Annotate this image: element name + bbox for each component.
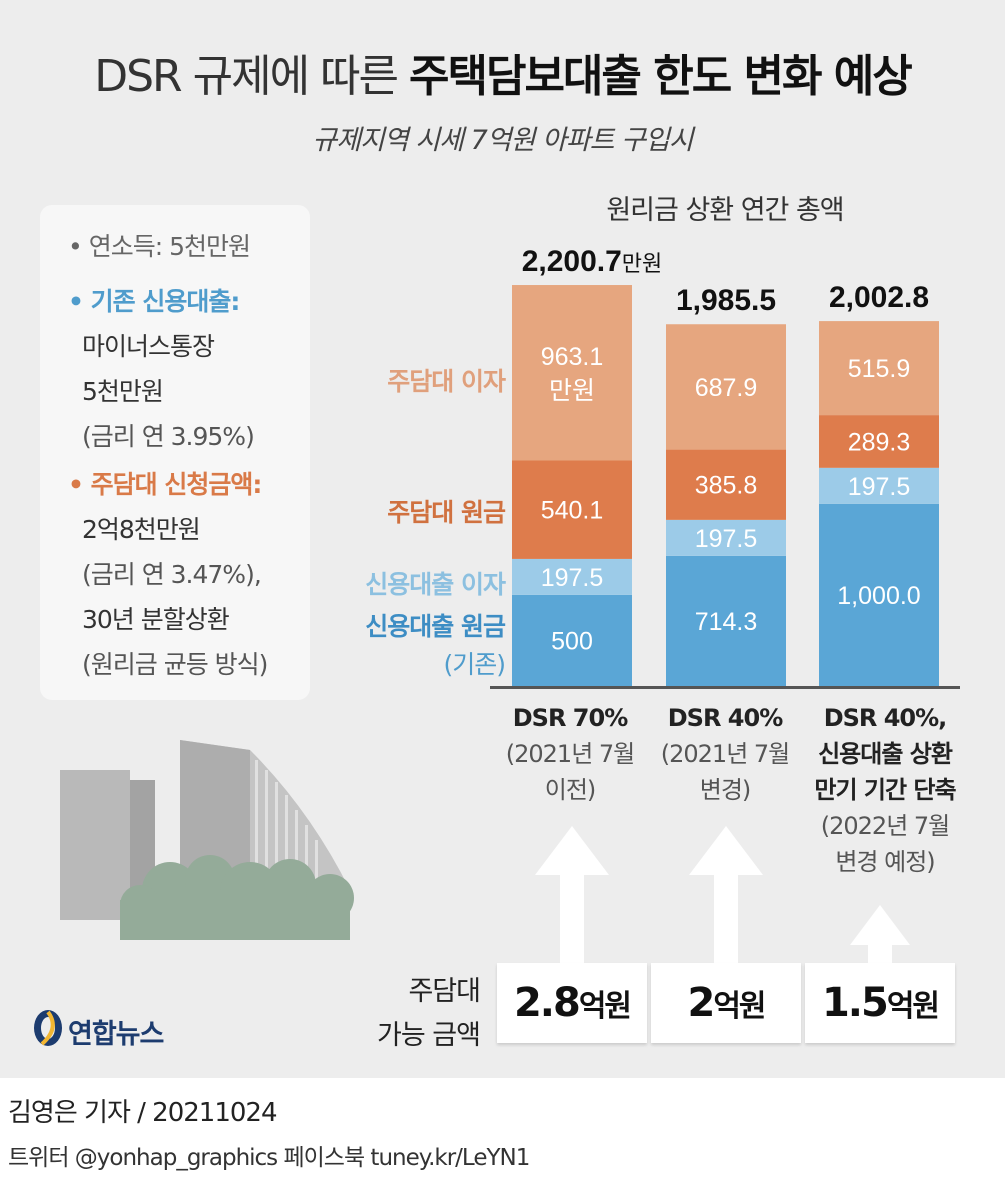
title-bold: 주택담보대출 한도 변화 예상 <box>409 51 913 102</box>
bar-1-series-4 <box>512 285 632 461</box>
cond-credit-2: 5천만원 <box>82 377 164 406</box>
bar-2-series-4 <box>666 324 786 450</box>
axis-3-main1: DSR 40%, <box>823 704 948 732</box>
stacked-bar-chart: 500197.5540.1963.1만원2,200.7만원714.3197.53… <box>490 245 960 689</box>
chart-title: 원리금 상환 연간 총액 <box>606 195 844 226</box>
value-label-1-3: 540.1 <box>541 497 604 525</box>
axis-2-note2: 변경) <box>699 776 752 804</box>
axis-label-2: DSR 40% (2021년 7월 변경) <box>645 700 805 808</box>
value-label-1-4: 963.1 <box>541 343 604 371</box>
value-label-2-1: 714.3 <box>695 608 758 636</box>
amount-3-unit: 억원 <box>886 989 940 1024</box>
bar-2-series-3 <box>666 449 786 520</box>
bar-3-series-2 <box>819 467 939 504</box>
axis-3-note1: (2022년 7월 <box>820 812 951 840</box>
total-unit: 만원 <box>622 251 662 276</box>
bar-3-series-3 <box>819 415 939 468</box>
legend-credit-principal: 신용대출 원금 <box>365 612 506 641</box>
bar-3-series-4 <box>819 321 939 416</box>
trees <box>120 855 354 940</box>
amount-2-unit: 억원 <box>713 989 766 1024</box>
up-arrow-1 <box>535 826 609 965</box>
footer: 김영은 기자 / 20211024 트위터 @yonhap_graphics 페… <box>0 1078 1005 1183</box>
value-label-2-2: 197.5 <box>695 525 758 553</box>
amount-box-3: 1.5 억원 <box>805 963 955 1043</box>
title-light: DSR 규제에 따른 <box>94 51 399 102</box>
value-label-3-2: 197.5 <box>848 473 911 501</box>
cond-mortgage-head: • 주담대 신청금액: <box>68 470 262 499</box>
amount-1-num: 2.8 <box>513 980 581 1026</box>
axis-1-note2: 이전) <box>544 776 597 804</box>
value-label-1-1: 500 <box>551 627 593 655</box>
cond-mortgage-1: 2억8천만원 <box>82 515 201 544</box>
cond-income: • 연소득: 5천만원 <box>68 232 251 261</box>
axis-1-note1: (2021년 7월 <box>505 740 636 768</box>
value-label-3-1: 1,000.0 <box>837 582 920 610</box>
value-label-3-3: 289.3 <box>848 428 911 456</box>
value-unit-label: 만원 <box>549 377 595 405</box>
up-arrow-2 <box>689 826 763 965</box>
conditions-box: • 연소득: 5천만원 • 기존 신용대출: 마이너스통장 5천만원 (금리 연… <box>40 205 310 700</box>
axis-label-1: DSR 70% (2021년 7월 이전) <box>490 700 650 808</box>
cond-credit-head: • 기존 신용대출: <box>68 287 240 316</box>
cond-mortgage-4: (원리금 균등 방식) <box>82 650 268 679</box>
amount-label: 주담대 가능 금액 <box>350 970 481 1058</box>
bar-1-series-2 <box>512 558 632 595</box>
up-arrow-3 <box>850 905 910 965</box>
axis-3-main2: 신용대출 상환 <box>818 740 953 768</box>
cond-credit-1: 마이너스통장 <box>82 332 215 361</box>
legend-credit-principal-note: (기존) <box>443 650 506 679</box>
value-label-3-4: 515.9 <box>848 355 911 383</box>
baseline <box>490 686 960 689</box>
amount-label-1: 주담대 <box>408 976 481 1007</box>
page-title: DSR 규제에 따른 주택담보대출 한도 변화 예상 <box>0 40 1005 104</box>
axis-2-main: DSR 40% <box>667 704 784 732</box>
cond-mortgage-2: (금리 연 3.47%), <box>82 560 262 589</box>
yonhap-logo-icon <box>34 1010 62 1046</box>
bar-2-series-1 <box>666 555 786 686</box>
value-label-1-2: 197.5 <box>541 564 604 592</box>
subtitle: 규제지역 시세 7억원 아파트 구입시 <box>312 125 693 156</box>
value-label-2-4: 687.9 <box>695 374 758 402</box>
cond-mortgage-3: 30년 분할상환 <box>82 605 230 634</box>
value-label-2-3: 385.8 <box>695 472 758 500</box>
logo-text: 연합뉴스 <box>68 1019 164 1050</box>
amount-box-1: 2.8 억원 <box>497 963 647 1043</box>
arrows-layer <box>535 826 910 965</box>
axis-2-note1: (2021년 7월 <box>660 740 791 768</box>
axis-3-main3: 만기 기간 단축 <box>814 776 956 804</box>
total-label-3: 2,002.8 <box>829 281 929 314</box>
legend-mortgage-interest: 주담대 이자 <box>387 367 506 396</box>
footer-reporter: 김영은 기자 / 20211024 <box>8 1098 277 1128</box>
axis-label-3: DSR 40%, 신용대출 상환 만기 기간 단축 (2022년 7월 변경 예… <box>790 700 980 880</box>
amount-3-num: 1.5 <box>821 980 889 1026</box>
amount-label-2: 가능 금액 <box>377 1020 481 1051</box>
bar-2-series-2 <box>666 519 786 556</box>
bar-3-series-1 <box>819 503 939 686</box>
apartment-illustration <box>60 740 354 940</box>
total-label-2: 1,985.5 <box>676 284 776 317</box>
footer-social: 트위터 @yonhap_graphics 페이스북 tuney.kr/LeYN1 <box>8 1145 530 1171</box>
bar-1-series-3 <box>512 460 632 559</box>
amount-1-unit: 억원 <box>578 989 632 1024</box>
legend-credit-interest: 신용대출 이자 <box>365 570 506 599</box>
legend-mortgage-principal: 주담대 원금 <box>387 498 506 527</box>
total-label-1: 2,200.7만원 <box>522 245 663 278</box>
amount-2-num: 2 <box>687 980 715 1026</box>
cond-credit-3: (금리 연 3.95%) <box>82 422 255 451</box>
axis-1-main: DSR 70% <box>512 704 629 732</box>
axis-3-note2: 변경 예정) <box>835 848 935 876</box>
bar-1-series-1 <box>512 594 632 686</box>
amount-box-2: 2 억원 <box>651 963 801 1043</box>
